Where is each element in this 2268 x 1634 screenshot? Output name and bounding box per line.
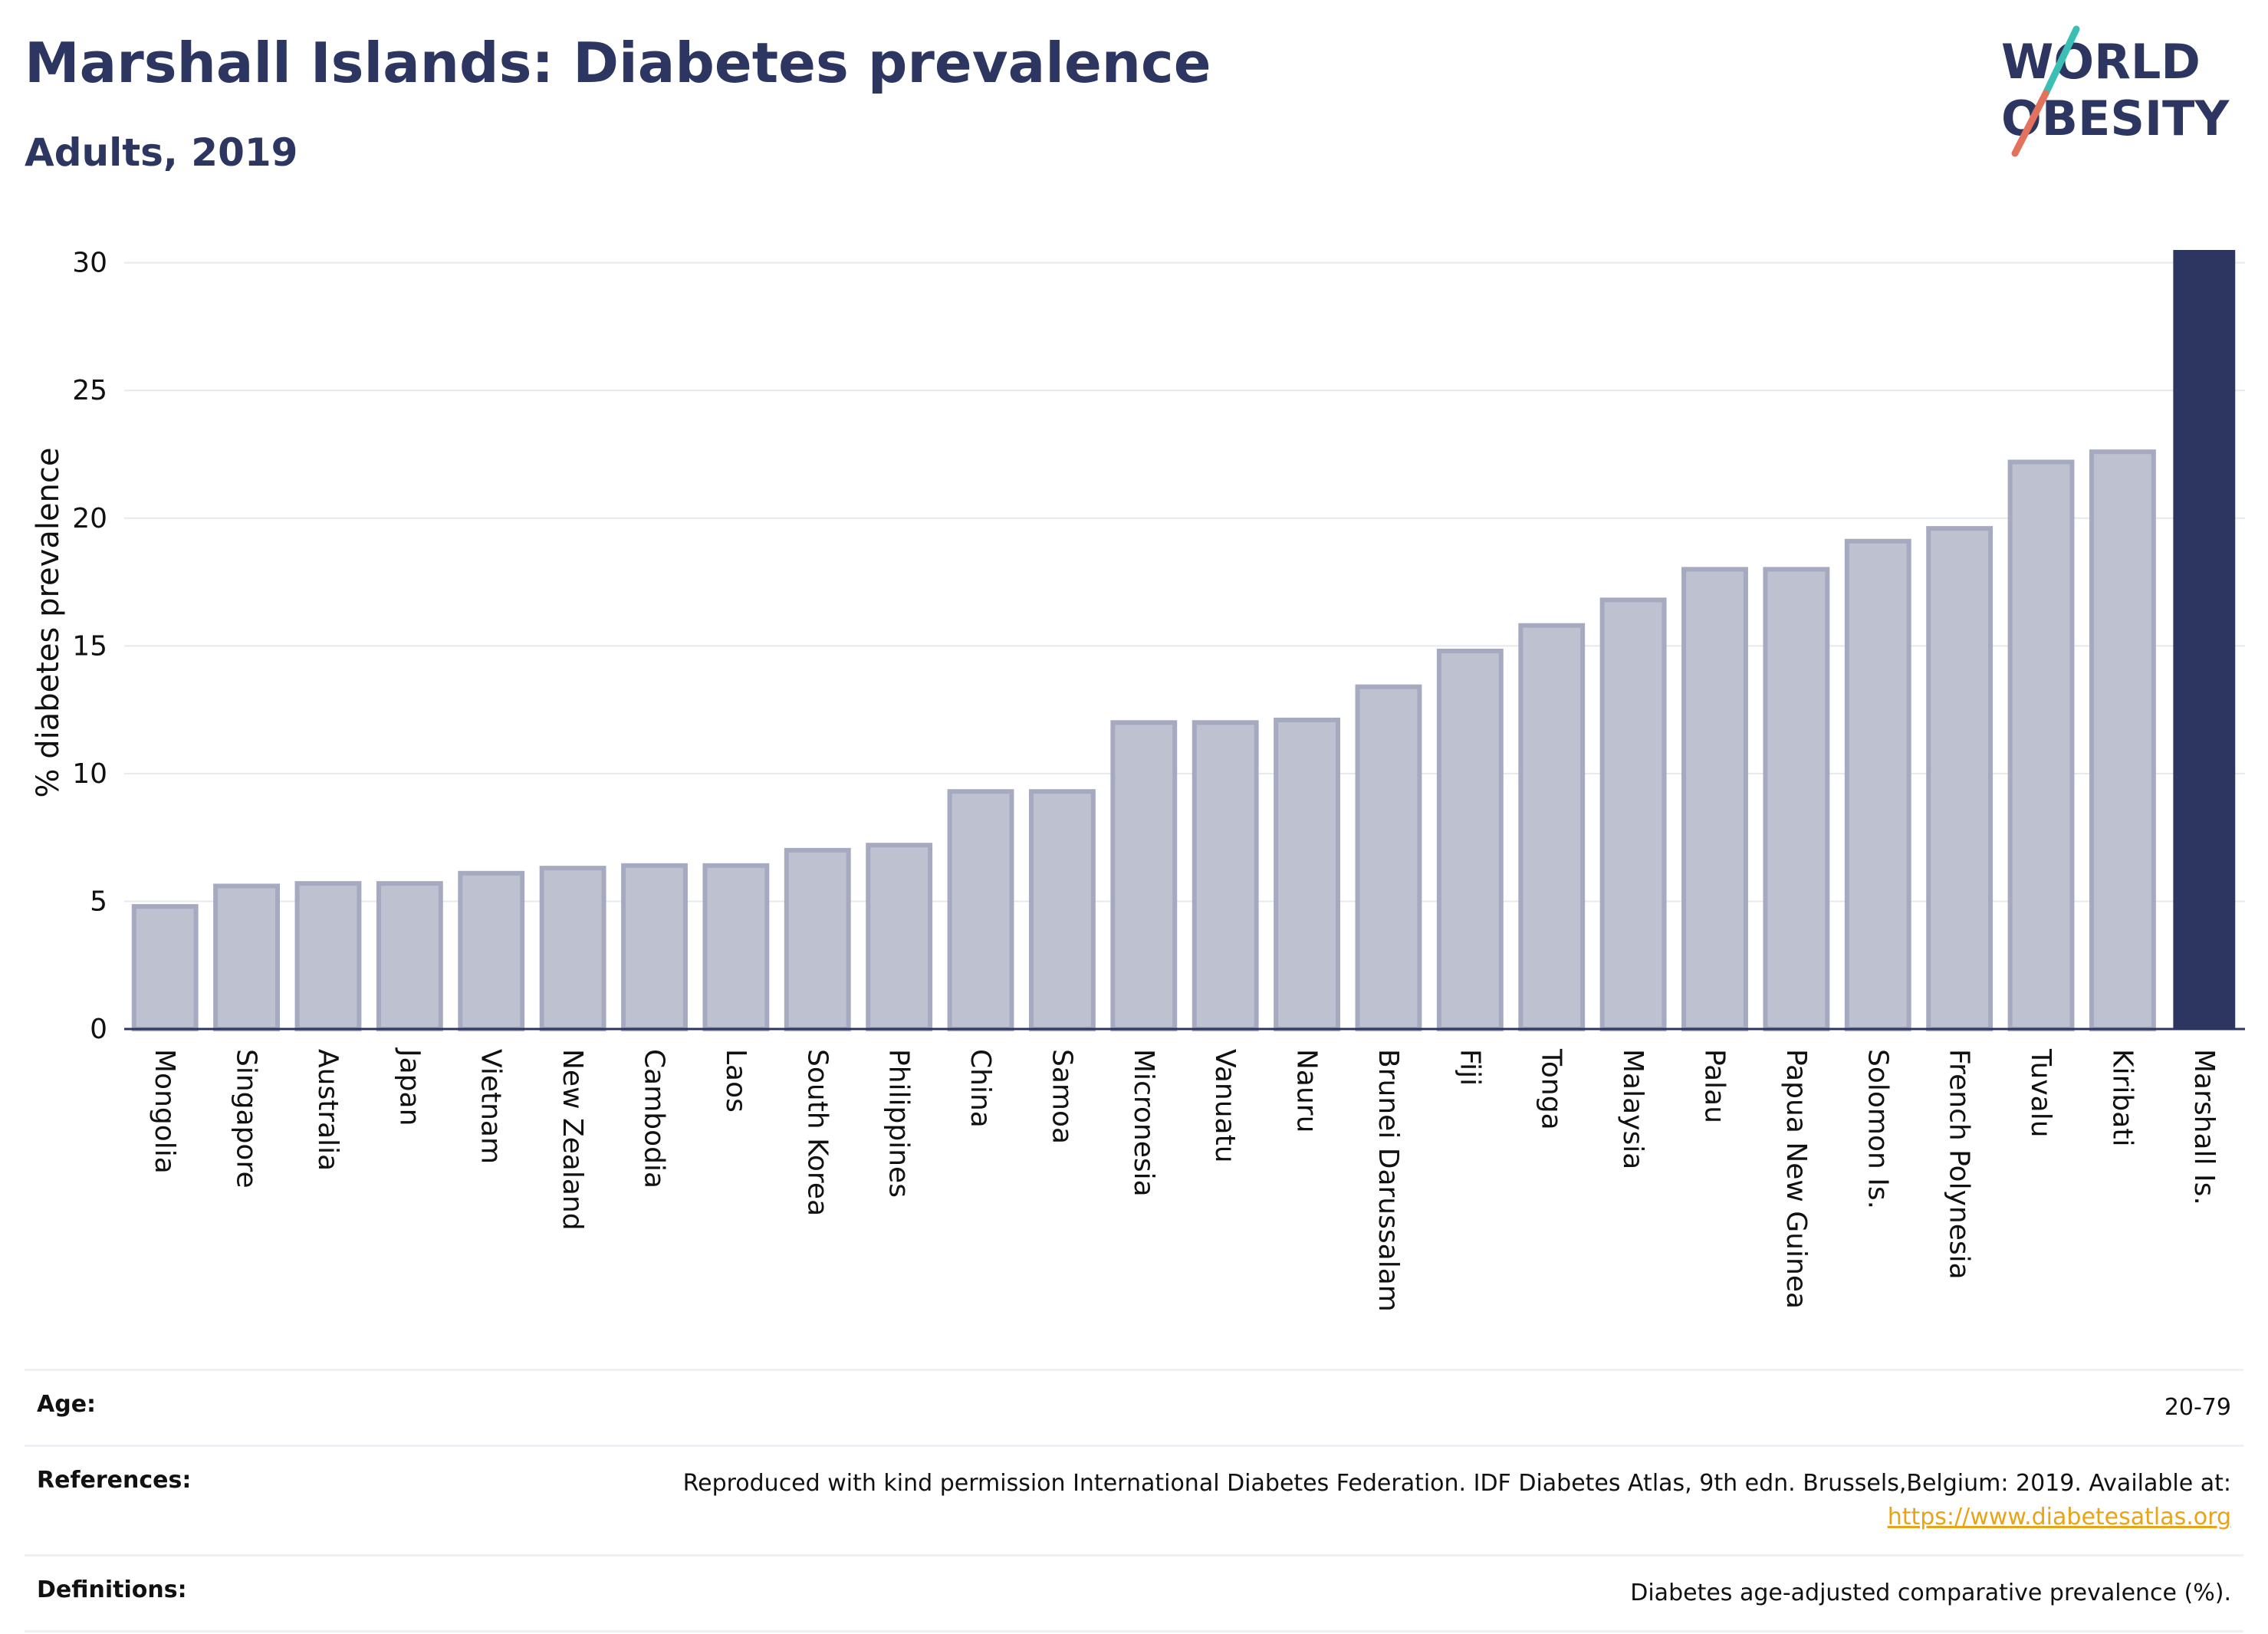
- logo-line-1: WORLD: [2001, 34, 2201, 90]
- info-table: Age: 20-79 References: Reproduced with k…: [25, 1369, 2243, 1632]
- x-tick-label: Tuvalu: [2025, 1048, 2056, 1138]
- bar-samoa: [1028, 789, 1096, 1031]
- bar-malaysia: [1599, 597, 1667, 1031]
- bar-palau: [1681, 567, 1748, 1031]
- info-row-references: References: Reproduced with kind permiss…: [25, 1445, 2243, 1554]
- x-tick-label: Micronesia: [1128, 1049, 1159, 1197]
- x-tick-label: French Polynesia: [1944, 1049, 1975, 1280]
- logo-slash-teal-icon: [2042, 25, 2080, 97]
- y-tick-label: 30: [72, 248, 107, 279]
- bar-french-polynesia: [1926, 526, 1994, 1031]
- axes: 0 5 10 15 20 25 30 Mongolia Singapore Australia Ja…: [72, 248, 2245, 1312]
- bar-australia: [294, 881, 362, 1032]
- bar-nauru: [1274, 717, 1341, 1031]
- references-value: Reproduced with kind permission Internat…: [683, 1467, 2231, 1534]
- bar-marshall-is: [2173, 250, 2236, 1029]
- x-tick-label: Mongolia: [149, 1049, 180, 1174]
- x-tick-label: Samoa: [1046, 1049, 1077, 1144]
- bar-vanuatu: [1192, 720, 1259, 1031]
- y-tick-label: 10: [72, 758, 107, 790]
- info-row-age: Age: 20-79: [25, 1369, 2243, 1445]
- bar-mongolia: [131, 904, 199, 1031]
- x-tick-label: New Zealand: [557, 1049, 588, 1231]
- x-tick-label: Laos: [720, 1049, 751, 1113]
- x-tick-label: South Korea: [801, 1049, 833, 1216]
- age-label: Age:: [37, 1391, 97, 1418]
- x-tick-label: Malaysia: [1617, 1049, 1648, 1169]
- bar-tonga: [1518, 623, 1586, 1031]
- x-tick-label: China: [965, 1049, 996, 1128]
- x-tick-label: Vietnam: [475, 1049, 507, 1164]
- x-tick-label: Solomon Is.: [1862, 1049, 1893, 1209]
- x-tick-label: Kiribati: [2106, 1049, 2138, 1146]
- y-tick-label: 20: [72, 503, 107, 534]
- bar-brunei-darussalam: [1355, 684, 1422, 1031]
- bars: [131, 250, 2236, 1032]
- y-tick-label: 0: [90, 1014, 107, 1045]
- bar-tuvalu: [2007, 459, 2075, 1031]
- x-tick-label: Papua New Guinea: [1780, 1049, 1812, 1309]
- bar-kiribati: [2089, 449, 2156, 1031]
- references-link[interactable]: https://www.diabetesatlas.org: [1887, 1504, 2231, 1530]
- bar-papua-new-guinea: [1763, 567, 1830, 1031]
- y-tick-label: 15: [72, 630, 107, 662]
- definitions-value: Diabetes age-adjusted comparative preval…: [1630, 1580, 2231, 1606]
- y-axis-title: % diabetes prevalence: [31, 447, 66, 797]
- definitions-label: Definitions:: [37, 1576, 187, 1603]
- bar-philippines: [866, 843, 933, 1031]
- bar-china: [947, 789, 1014, 1031]
- x-tick-label: Philippines: [883, 1049, 915, 1198]
- x-tick-label: Japan: [393, 1047, 425, 1126]
- x-tick-label: Brunei Darussalam: [1372, 1049, 1404, 1312]
- x-tick-label: Vanuatu: [1209, 1049, 1241, 1163]
- x-tick-label: Nauru: [1291, 1049, 1323, 1133]
- x-tick-label: Australia: [312, 1049, 343, 1171]
- bar-japan: [376, 881, 443, 1032]
- info-row-definitions: Definitions: Diabetes age-adjusted compa…: [25, 1554, 2243, 1632]
- x-tick-label: Marshall Is.: [2188, 1049, 2220, 1205]
- bar-cambodia: [621, 863, 688, 1031]
- references-text: Reproduced with kind permission Internat…: [682, 1470, 2231, 1497]
- bar-fiji: [1436, 648, 1504, 1031]
- references-label: References:: [37, 1467, 192, 1494]
- x-tick-label: Singapore: [231, 1049, 262, 1189]
- bar-singapore: [213, 883, 281, 1031]
- chart-title: Marshall Islands: Diabetes prevalence: [25, 31, 1211, 95]
- chart-subtitle: Adults, 2019: [25, 130, 298, 175]
- x-tick-label: Cambodia: [639, 1049, 670, 1189]
- bar-south-korea: [784, 847, 851, 1032]
- age-value: 20-79: [2164, 1394, 2231, 1421]
- bar-vietnam: [458, 870, 525, 1032]
- x-tick-label: Tonga: [1536, 1048, 1567, 1130]
- bar-micronesia: [1110, 720, 1178, 1031]
- y-tick-label: 5: [90, 886, 107, 917]
- world-obesity-logo: WORLD OBESITY: [2001, 25, 2230, 157]
- logo-slash-coral-icon: [2011, 90, 2049, 157]
- bar-solomon-is: [1844, 538, 1911, 1031]
- bar-chart: 0 5 10 15 20 25 30 Mongolia Singapore Australia Ja…: [31, 248, 2245, 1312]
- x-tick-label: Palau: [1699, 1049, 1731, 1123]
- x-tick-label: Fiji: [1454, 1049, 1485, 1086]
- bar-laos: [702, 863, 770, 1031]
- y-tick-label: 25: [72, 375, 107, 406]
- bar-new-zealand: [539, 866, 606, 1031]
